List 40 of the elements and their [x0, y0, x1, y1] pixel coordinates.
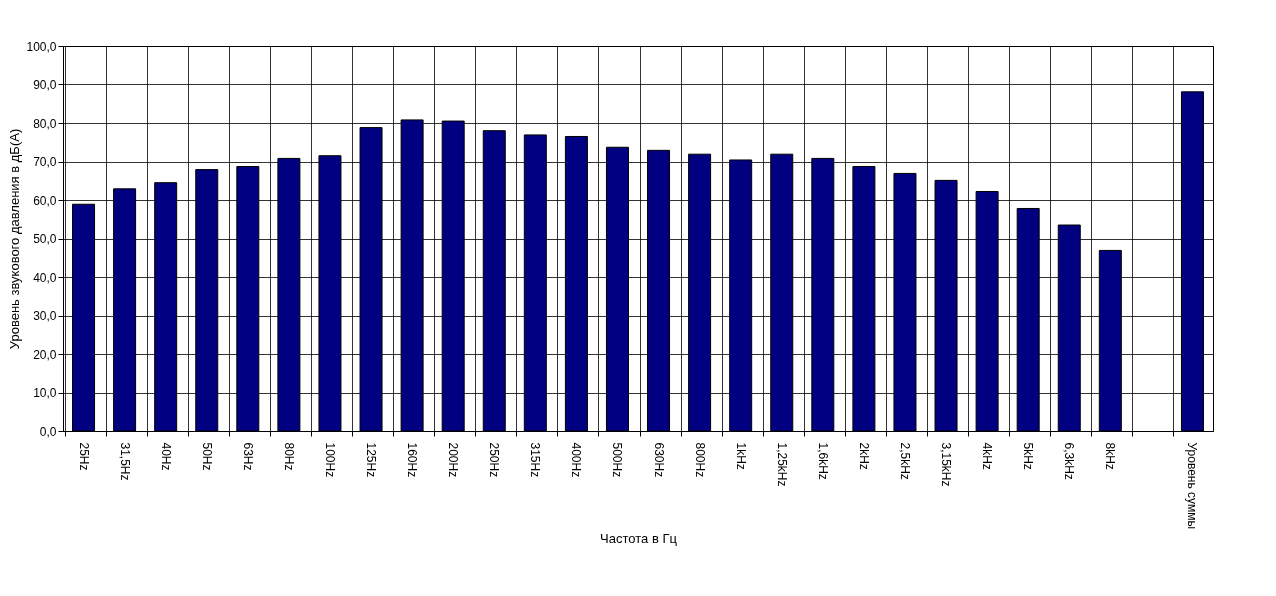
- x-tick-label: 250Hz: [487, 442, 502, 478]
- y-tick-label: 0,0: [39, 424, 57, 439]
- x-tick-label: 1,6kHz: [815, 442, 830, 480]
- y-tick-label: 20,0: [33, 347, 57, 362]
- x-tick-label: 50Hz: [199, 442, 214, 471]
- x-tick-label: 100Hz: [322, 442, 337, 478]
- y-tick-label: 60,0: [33, 193, 57, 208]
- y-tick-label: 30,0: [33, 309, 57, 323]
- x-tick-label: 2,5kHz: [897, 442, 912, 480]
- x-tick-label: 40Hz: [158, 442, 173, 471]
- x-tick-label: 3,15kHz: [939, 442, 954, 487]
- x-tick-label: 25Hz: [76, 442, 91, 471]
- x-tick-label: 125Hz: [364, 442, 379, 478]
- x-tick-label: 6,3kHz: [1062, 442, 1077, 480]
- y-tick-label: 90,0: [33, 78, 57, 92]
- y-axis-title: Уровень звукового давления в дБ(А): [7, 128, 23, 350]
- x-tick-label: Уровень суммы: [1185, 442, 1200, 530]
- x-tick-label: 4kHz: [980, 442, 995, 470]
- x-tick-label: 200Hz: [446, 442, 461, 478]
- x-tick-label: 315Hz: [528, 442, 543, 478]
- x-tick-label: 1kHz: [733, 442, 748, 470]
- x-tick-label: 400Hz: [569, 442, 584, 478]
- x-tick-label: 2kHz: [856, 442, 871, 470]
- x-tick-label: 630Hz: [651, 442, 666, 478]
- x-tick-label: 800Hz: [692, 442, 707, 478]
- x-tick-label: 1,25kHz: [774, 442, 789, 487]
- x-tick-label: 5kHz: [1021, 442, 1036, 470]
- y-tick-label: 40,0: [33, 270, 57, 285]
- x-tick-label: 160Hz: [405, 442, 420, 478]
- x-tick-label: 500Hz: [610, 442, 625, 478]
- x-tick-label: 31,5Hz: [117, 442, 132, 481]
- y-tick-label: 80,0: [33, 116, 57, 131]
- y-tick-label: 70,0: [33, 155, 57, 169]
- y-tick-label: 100,0: [26, 39, 57, 54]
- y-tick-label: 10,0: [33, 386, 57, 400]
- y-tick-label: 50,0: [33, 232, 57, 246]
- x-tick-label: 80Hz: [281, 442, 296, 471]
- x-tick-label: 63Hz: [240, 442, 255, 471]
- x-axis-title: Частота в Гц: [600, 531, 678, 547]
- x-tick-label: 8kHz: [1103, 442, 1118, 470]
